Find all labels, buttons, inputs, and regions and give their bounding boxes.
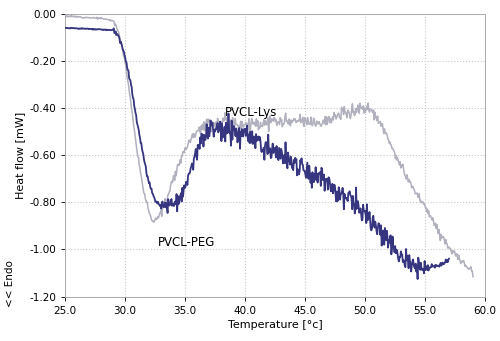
Text: << Endo: << Endo (5, 260, 15, 307)
Text: PVCL-Lys: PVCL-Lys (224, 105, 277, 119)
X-axis label: Temperature [°c]: Temperature [°c] (228, 320, 322, 330)
Y-axis label: Heat flow [mW]: Heat flow [mW] (15, 112, 25, 199)
Text: PVCL-PEG: PVCL-PEG (158, 236, 215, 249)
